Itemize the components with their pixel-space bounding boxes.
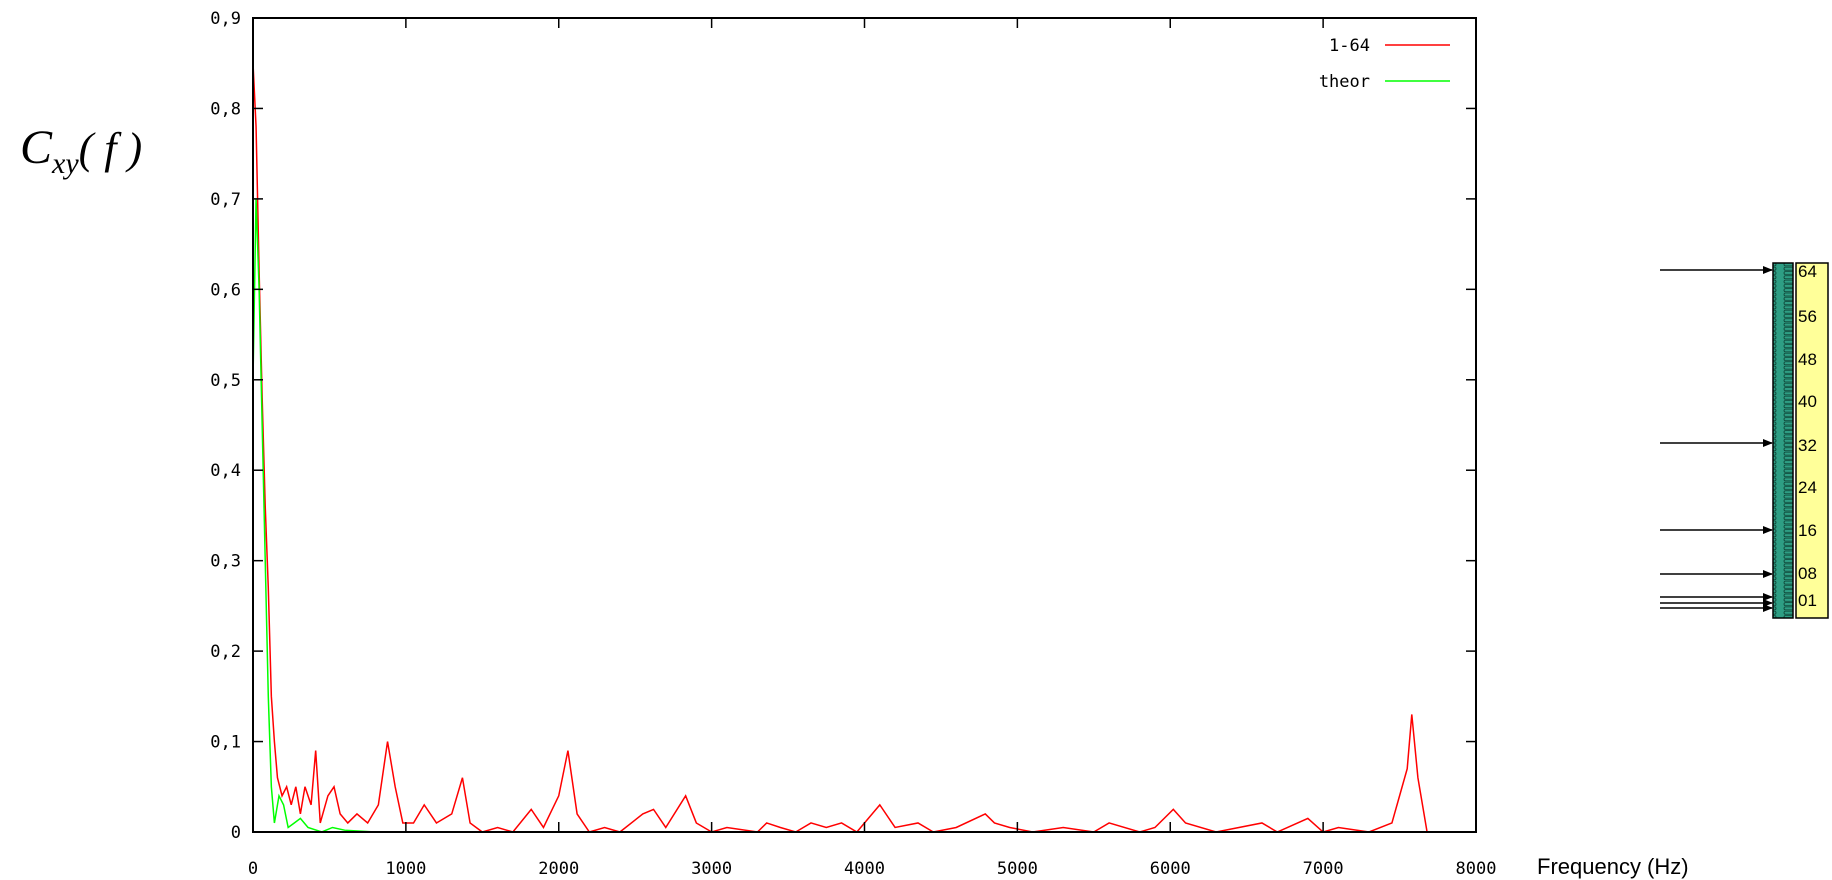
series-line (252, 63, 1428, 833)
y-tick-label: 0,2 (210, 642, 241, 662)
y-label-rest: ( f ) (79, 124, 143, 173)
array-label: 64 (1798, 262, 1817, 281)
y-tick-label: 0,6 (210, 280, 241, 300)
x-tick-label: 0 (248, 859, 258, 879)
array-label: 48 (1798, 350, 1817, 369)
microphone-array (1660, 262, 1829, 619)
legend-label: 1-64 (1329, 36, 1370, 56)
y-tick-label: 0,8 (210, 99, 241, 119)
x-tick-label: 4000 (844, 859, 885, 879)
y-label-sub: xy (51, 147, 79, 180)
y-tick-label: 0,4 (210, 461, 241, 481)
x-axis-label: Frequency (Hz) (1537, 854, 1689, 879)
mic-column (1772, 262, 1794, 619)
x-tick-label: 3000 (691, 859, 732, 879)
y-tick-label: 0,9 (210, 9, 241, 29)
x-tick-label: 5000 (997, 859, 1038, 879)
y-label-main: C (20, 121, 53, 174)
array-label: 08 (1798, 564, 1817, 583)
array-label: 24 (1798, 478, 1817, 497)
y-tick-label: 0 (231, 823, 241, 843)
array-label: 01 (1798, 591, 1817, 610)
label-column (1795, 262, 1829, 619)
array-label: 56 (1798, 307, 1817, 326)
y-tick-label: 0,7 (210, 190, 241, 210)
plot-frame (252, 17, 1477, 833)
y-tick-label: 0,3 (210, 552, 241, 572)
x-tick-label: 1000 (385, 859, 426, 879)
y-axis-label: Cxy( f ) (20, 121, 142, 180)
array-label: 16 (1798, 521, 1817, 540)
x-tick-label: 2000 (538, 859, 579, 879)
x-tick-label: 6000 (1150, 859, 1191, 879)
legend-label: theor (1319, 72, 1370, 92)
array-label: 32 (1798, 436, 1817, 455)
y-tick-label: 0,1 (210, 733, 241, 753)
array-label: 40 (1798, 392, 1817, 411)
x-tick-label: 7000 (1303, 859, 1344, 879)
y-tick-label: 0,5 (210, 371, 241, 391)
x-tick-label: 8000 (1456, 859, 1497, 879)
series-line (252, 198, 376, 833)
